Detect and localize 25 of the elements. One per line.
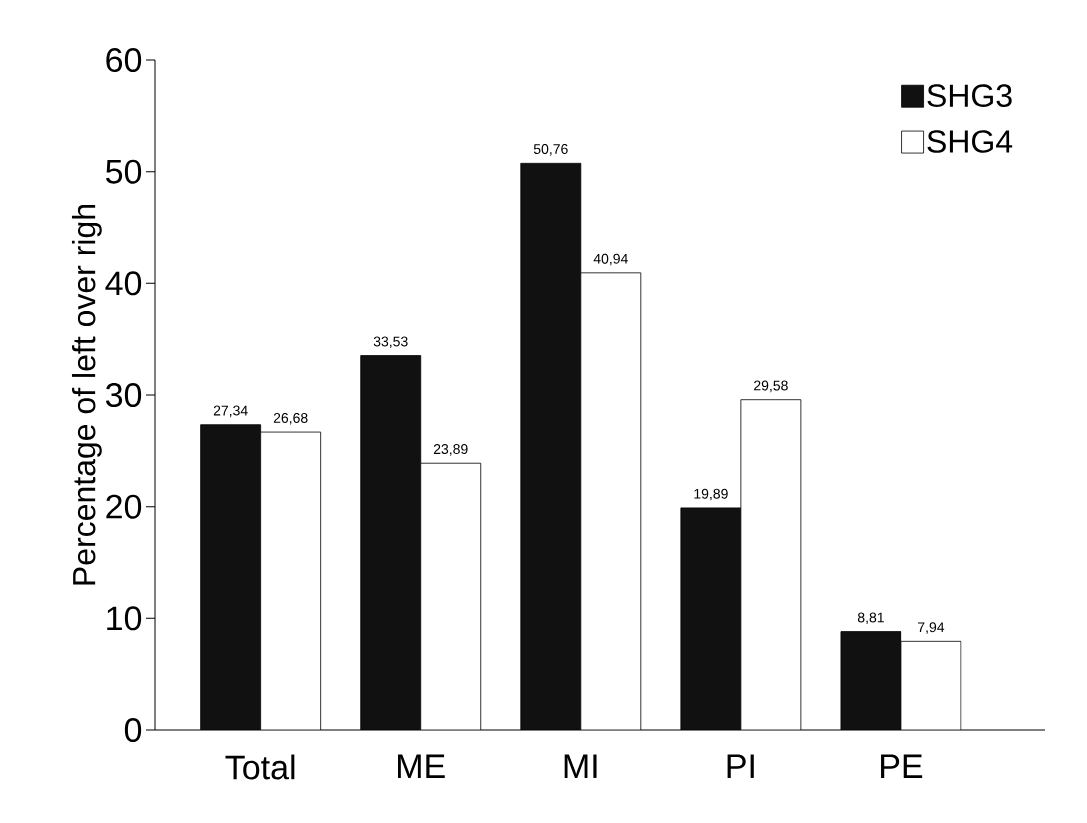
y-tick-label: 10 bbox=[107, 606, 142, 631]
data-label: 27,34 bbox=[213, 405, 248, 418]
y-tick-label: 60 bbox=[106, 47, 142, 73]
y-tick-label: 20 bbox=[106, 494, 142, 519]
data-label: 7,94 bbox=[918, 622, 945, 634]
x-tick-label: ME bbox=[398, 754, 445, 778]
x-tick-label: PE bbox=[881, 754, 923, 778]
y-tick-label: 0 bbox=[124, 717, 142, 743]
data-label: 40,94 bbox=[593, 253, 628, 266]
data-label: 50,76 bbox=[533, 144, 568, 156]
data-label: 26,68 bbox=[273, 412, 308, 425]
y-axis-title: Percentage of left over righ bbox=[71, 205, 102, 585]
x-tick-label: Total bbox=[225, 754, 295, 780]
y-tick-label: 30 bbox=[105, 382, 142, 408]
data-label: 33,53 bbox=[373, 336, 408, 349]
data-label: 8,81 bbox=[857, 612, 884, 625]
y-tick-label: 40 bbox=[105, 271, 142, 296]
x-tick-label: PI bbox=[727, 754, 754, 778]
legend-label: SHG3 bbox=[927, 84, 1012, 107]
data-label: 23,89 bbox=[433, 444, 468, 456]
y-tick-label: 50 bbox=[106, 159, 142, 184]
data-label: 19,89 bbox=[694, 488, 728, 501]
legend-label: SHG4 bbox=[927, 130, 1013, 153]
data-label: 29,58 bbox=[754, 380, 788, 393]
x-tick-label: MI bbox=[564, 754, 597, 778]
